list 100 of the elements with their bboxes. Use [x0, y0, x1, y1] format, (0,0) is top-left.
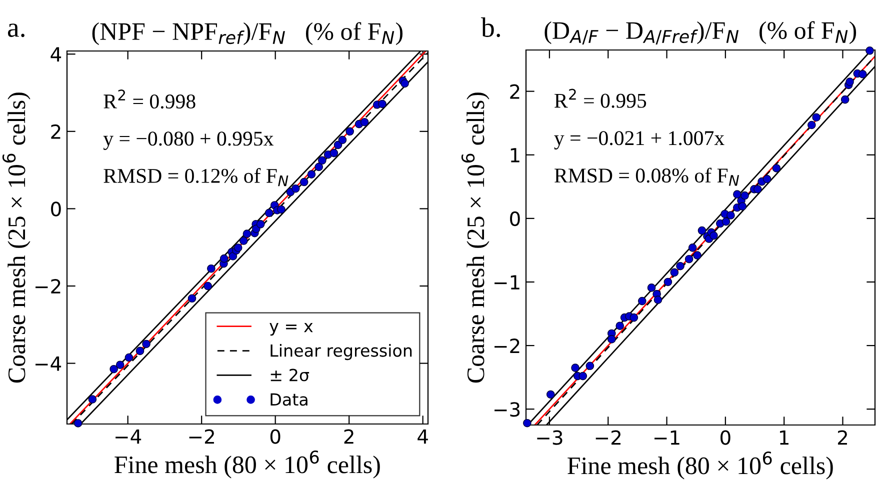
point [808, 120, 816, 130]
legend-label: Linear regression [270, 344, 412, 360]
annotation: R$^{2}$ = 0.995 [554, 88, 646, 108]
annotation: y = −0.080 + 0.995x [103, 132, 274, 150]
point [616, 322, 624, 330]
point [307, 170, 316, 178]
point [688, 244, 697, 252]
point [586, 362, 594, 370]
x-tick-label: 2 [838, 430, 847, 445]
y-tick-label: −2 [36, 278, 60, 294]
point [256, 220, 265, 228]
point [346, 127, 354, 136]
point [772, 164, 781, 172]
point [733, 190, 742, 198]
y-tick-label: 2 [51, 124, 60, 139]
text: b. [481, 17, 500, 38]
point [330, 148, 338, 158]
x-tick-label: 0 [720, 430, 730, 445]
point [124, 353, 134, 362]
point [762, 174, 772, 184]
point [338, 136, 347, 144]
point [546, 390, 555, 399]
x-tick-label: 1 [780, 430, 788, 445]
x-tick-label: −2 [189, 429, 214, 444]
point [630, 313, 638, 322]
point [110, 364, 118, 374]
x-tick-label: −4 [116, 429, 142, 444]
legend-label: y = x [270, 323, 313, 336]
point [318, 156, 326, 165]
point [812, 113, 820, 122]
y-tick-label: −1 [494, 275, 520, 290]
y-tick-label: 0 [510, 211, 520, 226]
y-axis-title: Coarse mesh (25 × 10$^{6}$ cells) [461, 92, 490, 383]
x-tick-label: 4 [418, 429, 428, 444]
y-tick-label: −2 [494, 338, 520, 353]
point [754, 185, 762, 194]
point [676, 262, 684, 270]
point [722, 217, 730, 226]
point [710, 231, 718, 240]
point [670, 268, 679, 277]
point [277, 205, 286, 214]
point [300, 178, 308, 186]
point [291, 184, 300, 193]
legend-label: ± 2σ [270, 368, 310, 382]
y-tick-label: 1 [510, 148, 520, 162]
x-axis-title: Fine mesh (80 × 10$^{6}$ cells) [568, 451, 833, 480]
x-tick-label: −1 [654, 430, 680, 445]
y-tick-label: 4 [50, 47, 62, 62]
y-tick-label: 0 [51, 202, 61, 216]
annotation: RMSD = 0.12% of F$_{N}$ [104, 168, 288, 186]
legend-label: Data [270, 393, 308, 406]
point [378, 100, 386, 108]
chart-title: (NPF − NPF$_{ref}$)/F$_{N}$ (% of F$_{N}$) [92, 22, 402, 46]
point [866, 46, 874, 55]
annotation: RMSD = 0.08% of F$_{N}$ [554, 168, 740, 186]
point [740, 191, 749, 200]
point [264, 208, 274, 218]
point [116, 360, 124, 370]
point [142, 340, 150, 348]
point [664, 278, 672, 286]
point [738, 202, 747, 211]
x-tick-label: 0 [270, 429, 280, 444]
chart-title: (D$_{A/F}$ − D$_{A/Fref}$)/F$_{N}$ (% of F$_{N}$) [544, 21, 856, 44]
point [188, 294, 196, 303]
point [693, 251, 702, 260]
point [242, 230, 252, 238]
point [207, 264, 216, 273]
point [726, 211, 735, 220]
text: a. [8, 24, 24, 38]
point [571, 364, 580, 372]
x-tick-label: −3 [537, 430, 562, 445]
point [234, 244, 242, 252]
x-tick-label: 2 [344, 429, 354, 444]
point [360, 118, 369, 126]
point [204, 282, 212, 290]
y-axis-title: Coarse mesh (25 × 10$^{6}$ cells) [2, 92, 30, 383]
point [314, 162, 324, 172]
y-tick-label: −3 [494, 402, 520, 417]
point [578, 372, 588, 380]
point [858, 70, 867, 78]
point [638, 296, 646, 306]
point [400, 79, 409, 88]
y-tick-label: 2 [510, 84, 520, 99]
x-tick-label: −2 [596, 430, 620, 445]
annotation: y = −0.021 + 1.007x [554, 131, 724, 150]
point [523, 418, 532, 428]
y-tick-label: −4 [36, 356, 62, 371]
point [220, 254, 228, 263]
annotation: R$^{2}$ = 0.998 [104, 90, 196, 109]
point [698, 226, 706, 235]
point [607, 335, 616, 344]
point [88, 395, 97, 404]
point [647, 284, 656, 292]
point [684, 254, 694, 264]
point [136, 346, 144, 356]
x-axis-title: Fine mesh (80 × 10$^{6}$ cells) [114, 450, 380, 478]
point [846, 78, 854, 86]
point [654, 296, 662, 304]
point [840, 95, 850, 104]
point [239, 236, 248, 245]
